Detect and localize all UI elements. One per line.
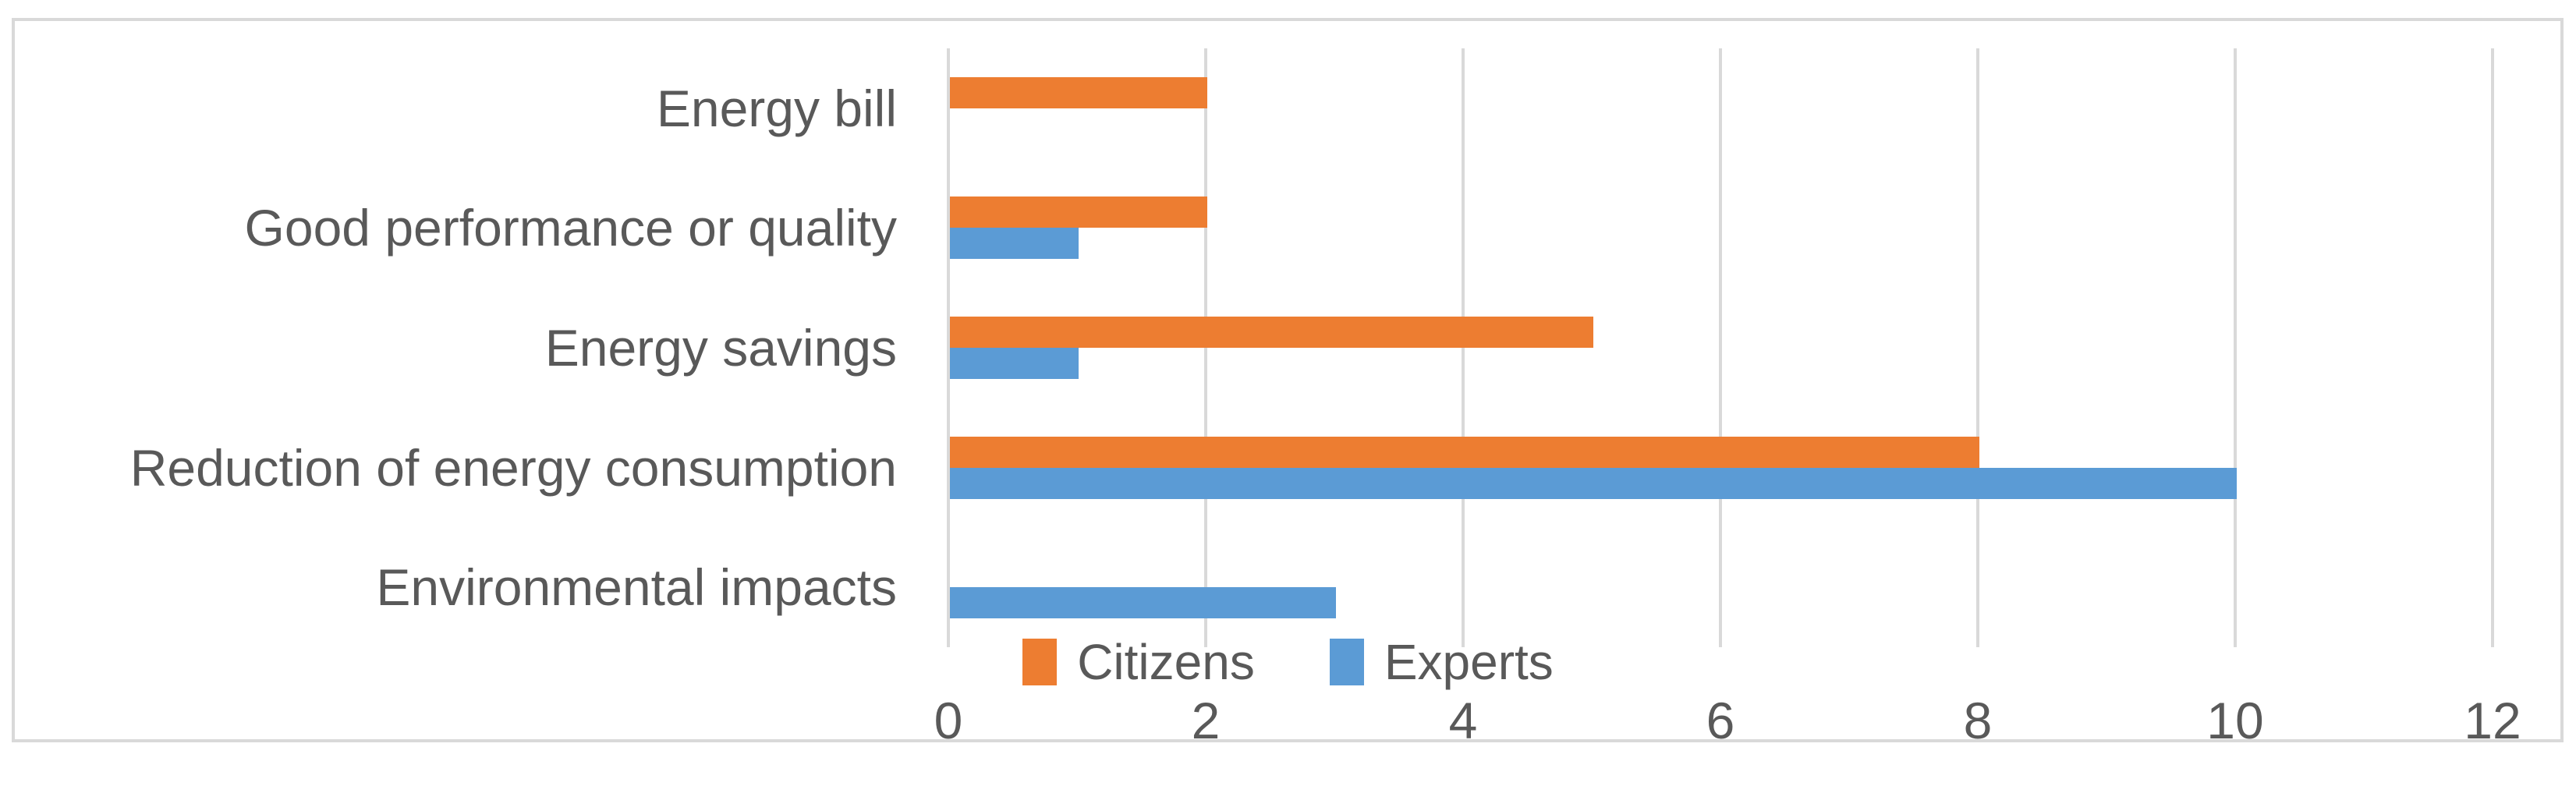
bar-experts-3 [950,467,2237,499]
gridline-6 [1719,48,1722,647]
legend-item-experts: Experts [1329,633,1554,691]
x-tick-label-12: 12 [2464,692,2521,749]
category-label-3: Reduction of energy consumption [129,438,897,497]
gridline-8 [1976,48,1979,647]
legend-swatch-experts-icon [1329,639,1364,685]
legend: Citizens Experts [0,633,2576,691]
x-tick-label-0: 0 [934,692,963,749]
category-label-0: Energy bill [656,79,897,137]
x-tick-label-10: 10 [2206,692,2264,749]
bar-citizens-2 [950,317,1593,348]
gridline-2 [1204,48,1207,647]
bar-citizens-3 [950,436,1979,468]
x-tick-label-6: 6 [1706,692,1735,749]
chart-area [12,18,2564,742]
legend-swatch-citizens-icon [1022,639,1058,685]
x-tick-label-4: 4 [1448,692,1478,749]
legend-item-citizens: Citizens [1022,633,1255,691]
gridline-12 [2491,48,2494,647]
x-tick-label-2: 2 [1191,692,1221,749]
gridline-10 [2234,48,2237,647]
gridline-0 [947,48,950,647]
bar-citizens-0 [950,76,1207,108]
bar-experts-1 [950,228,1079,260]
bar-experts-4 [950,587,1336,619]
gridline-4 [1462,48,1465,647]
category-label-2: Energy savings [544,319,897,377]
bar-experts-2 [950,348,1079,379]
bar-citizens-1 [950,196,1207,228]
legend-label-citizens: Citizens [1077,634,1255,690]
category-label-1: Good performance or quality [244,199,897,257]
x-tick-label-8: 8 [1963,692,1993,749]
legend-label-experts: Experts [1384,634,1554,690]
category-label-4: Environmental impacts [376,558,897,617]
